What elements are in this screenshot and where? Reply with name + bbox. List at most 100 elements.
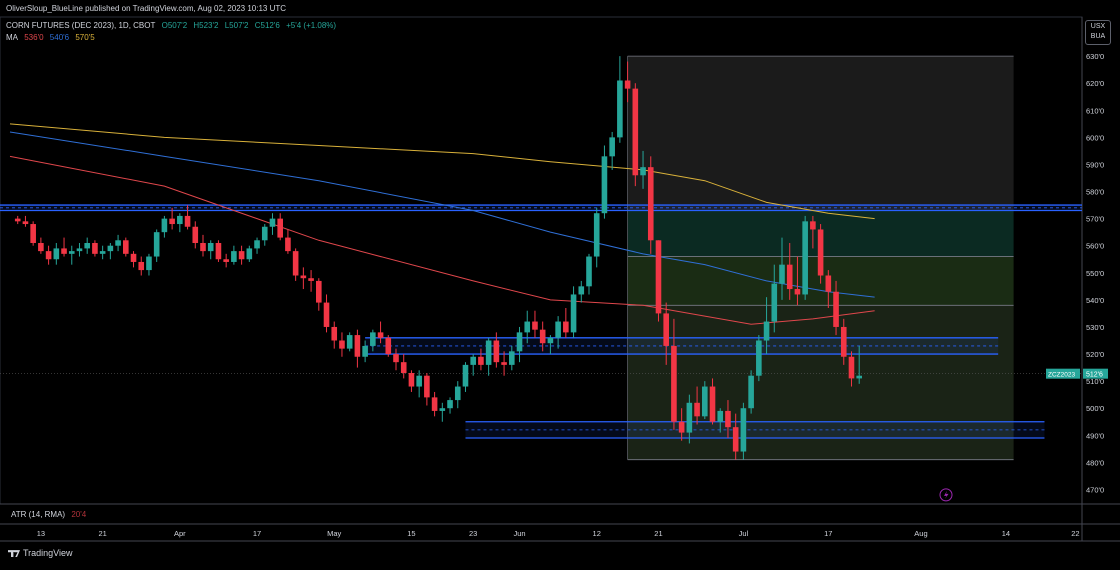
candle-body: [732, 427, 739, 452]
candle-body: [408, 373, 415, 387]
ma-label: MA: [6, 33, 18, 42]
candle-body: [277, 218, 283, 238]
candle-body: [578, 286, 585, 295]
candle-body: [532, 321, 538, 330]
candle-body: [346, 335, 353, 349]
y-tick-label: 490'0: [1086, 431, 1104, 440]
ma-line-1: [9, 155, 875, 325]
price-tag-bg: [1083, 368, 1108, 379]
candle-body: [840, 326, 847, 357]
y-tick-label: 600'0: [1086, 133, 1104, 142]
open-value: O507'2: [161, 21, 188, 30]
y-tick-label: 590'0: [1086, 160, 1104, 169]
fib-zone-3: [627, 305, 1014, 460]
candle-body: [848, 356, 855, 379]
candle-body: [593, 213, 600, 257]
candle-body: [354, 335, 361, 357]
candle-body: [794, 289, 801, 295]
candle-body: [130, 253, 137, 262]
x-tick-label: 17: [253, 529, 261, 538]
candle-body: [671, 345, 677, 422]
candle-body: [586, 256, 592, 287]
atr-legend[interactable]: ATR (14, RMA) 20'4: [11, 510, 90, 519]
candle-body: [725, 410, 731, 428]
candle-body: [254, 240, 260, 249]
x-tick-label: Jul: [739, 529, 749, 538]
candle-body: [647, 167, 654, 241]
candle-body: [292, 251, 299, 276]
candle-body: [393, 354, 399, 363]
candle-body: [640, 167, 646, 176]
candle-body: [609, 137, 615, 157]
close-value: C512'6: [254, 21, 280, 30]
candle-body: [779, 264, 785, 284]
candle-body: [825, 275, 832, 292]
candle-body: [192, 226, 199, 243]
candle-body: [300, 275, 307, 279]
x-tick-label: 15: [407, 529, 415, 538]
candle-body: [84, 243, 90, 249]
currency-unit-button[interactable]: USX BUA: [1085, 20, 1111, 45]
candle-body: [563, 321, 569, 333]
y-tick-label: 560'0: [1086, 242, 1104, 251]
candle-body: [447, 400, 453, 409]
y-tick-label: 480'0: [1086, 458, 1104, 467]
candle-body: [678, 421, 685, 433]
tradingview-logo[interactable]: TradingView: [8, 548, 73, 558]
symbol-tag-bg: [1046, 368, 1080, 379]
y-tick-label: 580'0: [1086, 188, 1104, 197]
candle-body: [30, 224, 36, 243]
fib-zone-top: [627, 56, 1014, 211]
candle-body: [123, 240, 129, 254]
candle-body: [694, 402, 700, 417]
candle-body: [709, 386, 716, 422]
candle-body: [617, 80, 623, 138]
candle-body: [269, 218, 276, 227]
candle-body: [61, 248, 67, 254]
candle-body: [115, 240, 121, 246]
candle-body: [370, 332, 376, 346]
atr-label: ATR (14, RMA): [11, 510, 66, 519]
candle-body: [624, 80, 631, 89]
candle-body: [377, 332, 384, 338]
candle-body: [76, 248, 83, 252]
y-tick-label: 610'0: [1086, 106, 1104, 115]
candle-body: [14, 218, 21, 222]
candle-body: [177, 215, 183, 225]
x-tick-label: Apr: [174, 529, 186, 538]
candle-body: [246, 248, 253, 260]
candle-body: [362, 345, 368, 357]
candle-body: [431, 397, 438, 411]
ma-line-3: [9, 123, 875, 220]
candle-body: [601, 156, 608, 214]
candle-body: [416, 375, 422, 387]
candle-body: [655, 240, 662, 314]
candle-body: [516, 332, 523, 352]
candle-body: [717, 410, 724, 422]
x-tick-label: Aug: [914, 529, 927, 538]
candle-body: [686, 402, 693, 433]
candle-body: [339, 340, 345, 349]
ma-legend[interactable]: MA 536'0 540'6 570'5: [6, 33, 99, 42]
candle-body: [285, 237, 291, 252]
candle-body: [786, 264, 793, 290]
ma1-value: 536'0: [24, 33, 44, 42]
candle-body: [200, 243, 206, 252]
y-tick-label: 620'0: [1086, 79, 1104, 88]
atr-value: 20'4: [71, 510, 87, 519]
lightning-icon: [939, 488, 953, 502]
symbol-tag-text: ZCZ2023: [1048, 372, 1075, 379]
candle-body: [748, 375, 754, 409]
x-tick-label: 12: [593, 529, 601, 538]
candle-body: [632, 88, 639, 176]
high-value: H523'2: [193, 21, 219, 30]
x-tick-label: Jun: [513, 529, 525, 538]
candle-body: [509, 351, 515, 365]
y-tick-label: 500'0: [1086, 404, 1104, 413]
candle-body: [207, 243, 214, 252]
x-tick-label: 21: [654, 529, 662, 538]
candle-body: [45, 251, 52, 260]
candle-body: [92, 243, 98, 254]
candle-body: [385, 337, 392, 355]
